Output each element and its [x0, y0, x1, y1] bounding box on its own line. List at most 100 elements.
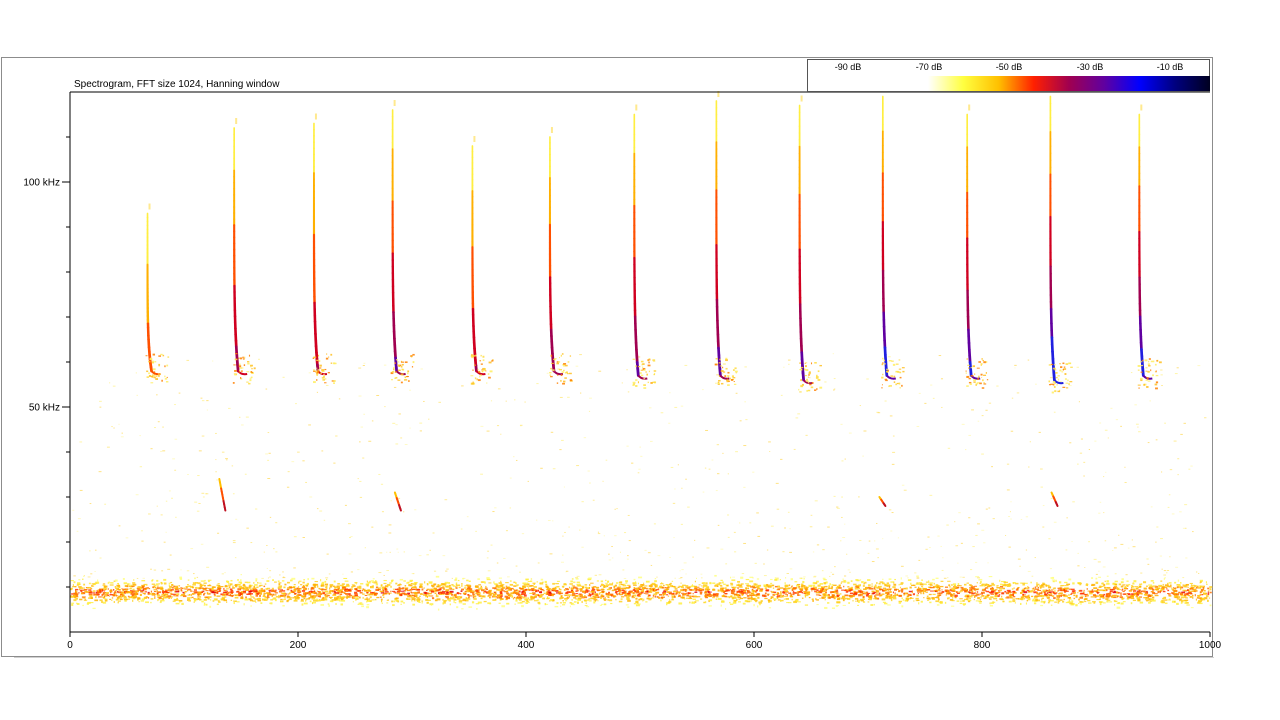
noise-band-pixel: [991, 590, 995, 593]
noise-band-pixel: [216, 595, 221, 597]
noise-band-pixel: [468, 595, 473, 597]
noise-band-pixel: [526, 582, 529, 585]
noise-band-pixel: [1022, 593, 1025, 597]
noise-speck: [657, 555, 661, 557]
noise-band-pixel: [191, 586, 195, 589]
noise-band-pixel: [733, 594, 736, 597]
noise-speck: [1049, 568, 1053, 570]
noise-band-pixel: [150, 601, 152, 604]
noise-band-pixel: [757, 584, 762, 587]
noise-band-pixel: [178, 587, 181, 590]
noise-speck: [598, 370, 602, 372]
noise-band-pixel: [577, 602, 579, 604]
noise-band-pixel: [729, 603, 734, 605]
noise-band-pixel: [1186, 592, 1189, 595]
noise-band-pixel: [123, 596, 127, 598]
noise-speck: [900, 565, 904, 567]
noise-speck: [221, 573, 224, 575]
noise-band-pixel: [1019, 591, 1023, 594]
noise-band-pixel: [780, 600, 782, 602]
noise-band-pixel: [1122, 593, 1126, 595]
noise-band-pixel: [118, 600, 121, 602]
noise-band-pixel: [86, 586, 91, 589]
noise-band-pixel: [816, 589, 819, 592]
noise-band-pixel: [940, 580, 944, 582]
noise-band-pixel: [1123, 587, 1127, 590]
noise-speck: [359, 480, 362, 482]
noise-band-pixel: [95, 596, 97, 599]
noise-band-pixel: [615, 599, 617, 601]
noise-speck: [83, 575, 85, 577]
noise-band-pixel: [160, 588, 164, 590]
noise-speck: [892, 451, 896, 453]
noise-band-pixel: [987, 594, 989, 597]
noise-band-pixel: [147, 597, 150, 599]
noise-band-pixel: [1040, 604, 1044, 607]
noise-speck: [1171, 513, 1175, 515]
noise-band-pixel: [963, 583, 967, 586]
noise-band-pixel: [461, 588, 465, 591]
noise-band-pixel: [650, 589, 654, 591]
noise-speck: [1184, 527, 1187, 529]
noise-speck: [160, 514, 163, 516]
noise-band-pixel: [318, 591, 320, 593]
noise-band-pixel: [153, 589, 157, 591]
noise-band-pixel: [181, 587, 183, 589]
noise-band-pixel: [357, 589, 362, 592]
noise-band-pixel: [562, 602, 566, 604]
noise-band-pixel: [947, 597, 950, 599]
noise-band-pixel: [888, 585, 891, 588]
noise-band-pixel: [1152, 591, 1156, 594]
noise-band-pixel: [618, 592, 621, 595]
noise-speck: [678, 577, 682, 579]
noise-band-pixel: [99, 591, 103, 593]
noise-speck: [1114, 573, 1117, 575]
noise-band-pixel: [600, 585, 602, 587]
noise-band-pixel: [886, 582, 890, 585]
noise-band-pixel: [1009, 596, 1013, 599]
noise-band-pixel: [320, 579, 322, 582]
noise-band-pixel: [898, 590, 901, 592]
noise-band-pixel: [753, 604, 755, 607]
noise-band-pixel: [779, 594, 782, 596]
noise-band-pixel: [816, 604, 819, 606]
noise-speck: [1184, 504, 1188, 506]
noise-band-pixel: [1008, 600, 1012, 603]
noise-band-pixel: [550, 590, 552, 592]
noise-speck: [1179, 511, 1182, 513]
noise-band-pixel: [498, 589, 502, 592]
noise-band-pixel: [638, 598, 640, 601]
noise-band-pixel: [220, 593, 225, 596]
noise-speck: [395, 424, 398, 426]
noise-band-pixel: [266, 592, 270, 594]
noise-band-pixel: [668, 583, 671, 586]
noise-speck: [540, 467, 543, 469]
noise-band-pixel: [747, 585, 752, 587]
noise-band-pixel: [1205, 595, 1209, 598]
noise-band-pixel: [979, 599, 982, 601]
noise-band-pixel: [375, 592, 378, 595]
noise-band-pixel: [289, 597, 293, 599]
noise-band-pixel: [346, 595, 348, 597]
noise-band-pixel: [917, 586, 920, 589]
noise-band-pixel: [683, 598, 686, 600]
noise-band-pixel: [814, 582, 818, 585]
noise-band-pixel: [1038, 595, 1043, 597]
noise-band-pixel: [1148, 586, 1151, 589]
noise-speck: [326, 553, 329, 555]
noise-band-pixel: [1204, 597, 1208, 600]
noise-band-pixel: [666, 603, 668, 606]
noise-band-pixel: [1028, 594, 1030, 597]
noise-band-pixel: [724, 595, 727, 598]
noise-band-pixel: [820, 588, 823, 590]
noise-band-pixel: [1130, 595, 1134, 597]
noise-band-pixel: [455, 582, 458, 585]
noise-band-pixel: [799, 588, 804, 591]
noise-band-pixel: [293, 583, 296, 586]
noise-band-pixel: [952, 583, 957, 586]
noise-band-pixel: [339, 593, 343, 596]
noise-band-pixel: [746, 595, 750, 597]
noise-band-pixel: [398, 586, 401, 589]
noise-band-pixel: [640, 592, 642, 595]
noise-band-pixel: [1091, 584, 1094, 586]
